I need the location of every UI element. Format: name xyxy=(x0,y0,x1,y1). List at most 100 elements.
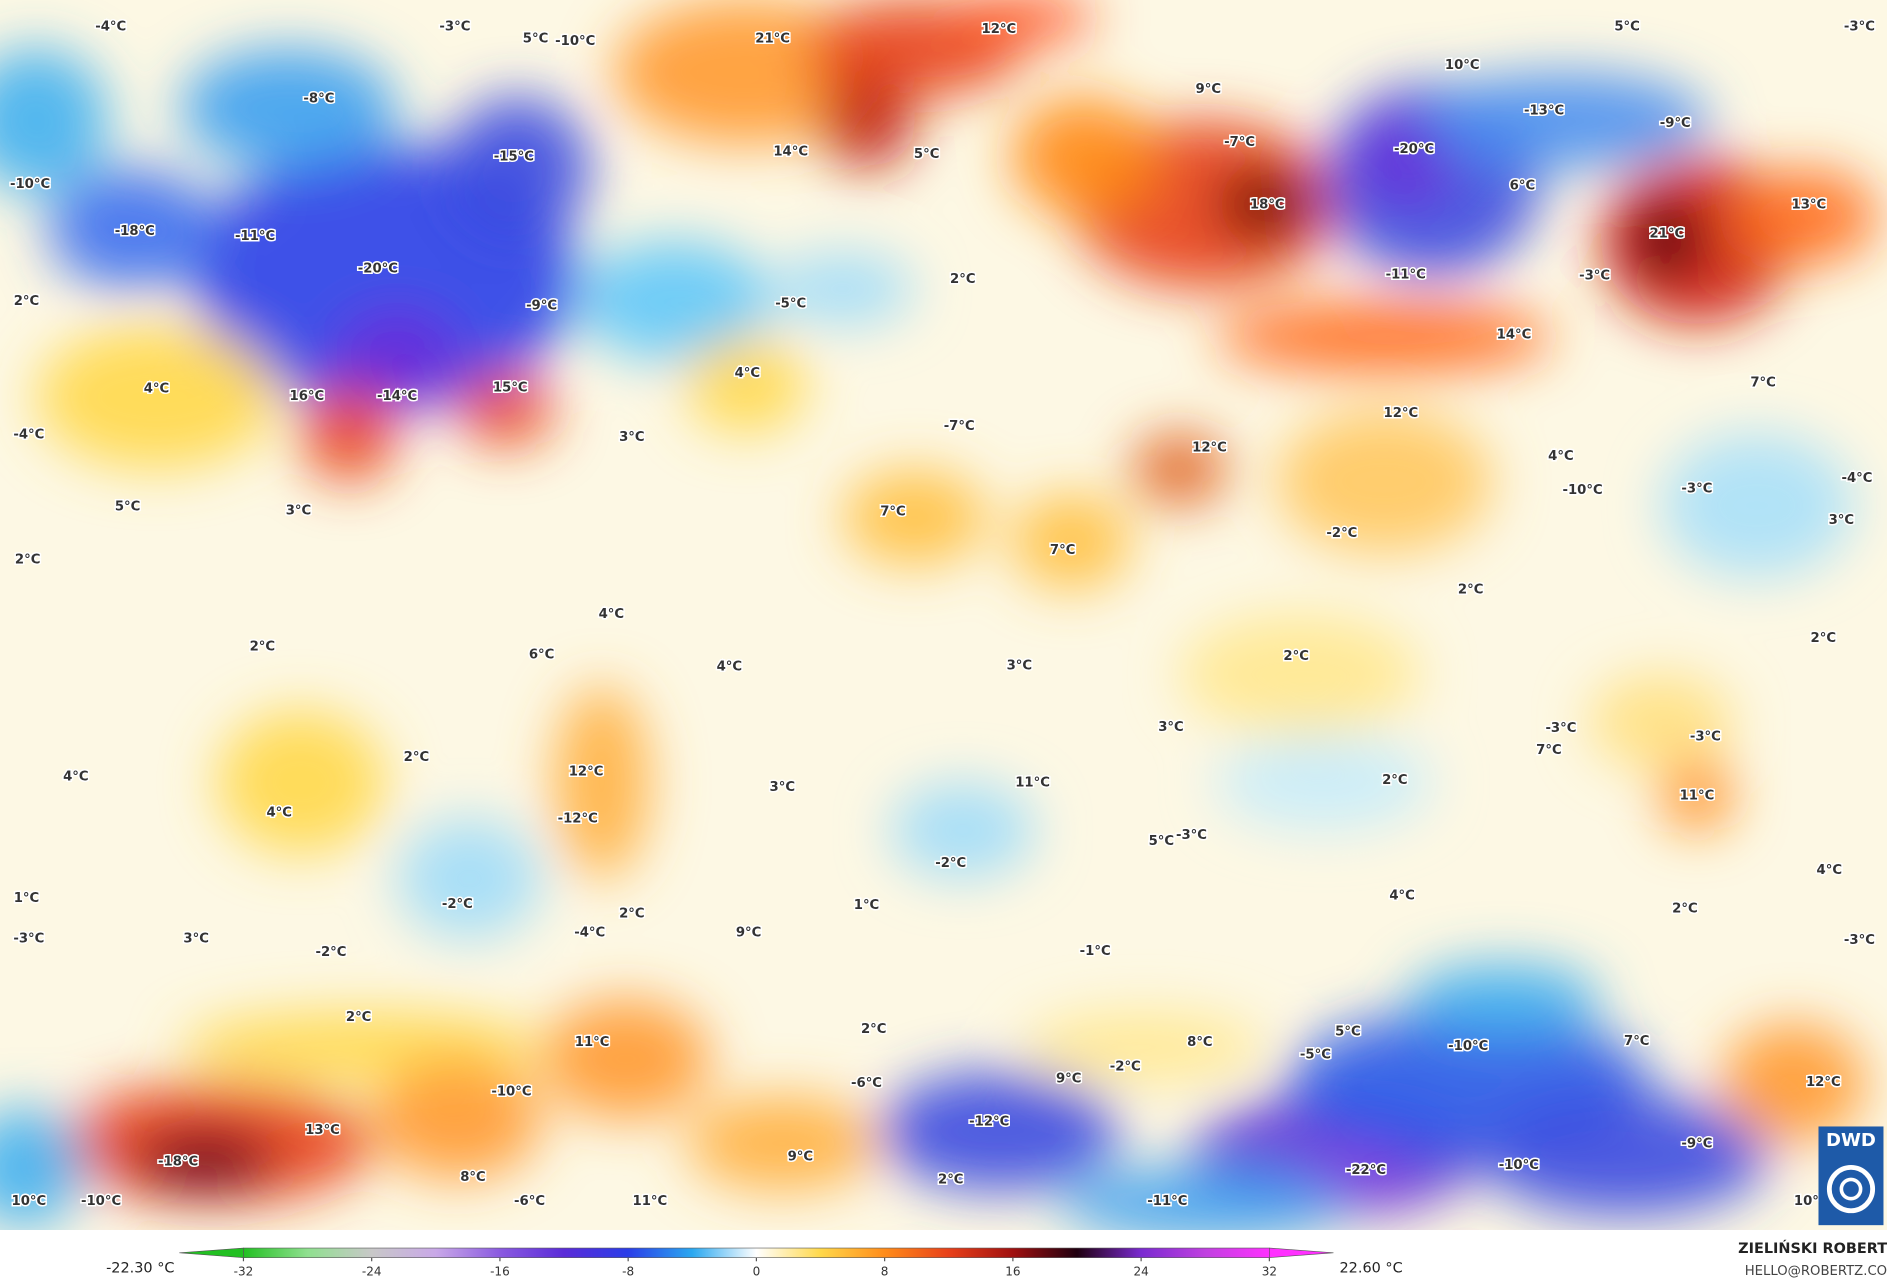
temperature-label: -11°C xyxy=(1147,1194,1187,1209)
temperature-label: 12°C xyxy=(1806,1075,1841,1090)
colorbar-tick-label: 8 xyxy=(881,1265,889,1279)
temperature-label: 9°C xyxy=(736,926,762,941)
temperature-label: -4°C xyxy=(95,19,126,34)
temperature-field xyxy=(842,469,987,566)
temperature-label: 7°C xyxy=(1536,743,1562,758)
temperature-label: 5°C xyxy=(523,32,549,47)
temperature-field xyxy=(373,1059,542,1180)
dwd-logo: DWD xyxy=(1818,1126,1884,1226)
temperature-label: -11°C xyxy=(235,229,275,244)
colorbar-tick-label: -8 xyxy=(622,1265,634,1279)
colorbar-end xyxy=(1269,1247,1334,1258)
temperature-field xyxy=(685,1095,879,1192)
temperature-label: -2°C xyxy=(1326,526,1357,541)
temperature-label: 3°C xyxy=(1158,720,1184,735)
temperature-field xyxy=(685,336,807,434)
temperature-label: 10°C xyxy=(1445,58,1480,73)
temperature-field xyxy=(1660,758,1734,831)
temperature-field xyxy=(1131,433,1228,506)
temperature-label: 4°C xyxy=(1817,863,1843,878)
temperature-label: 2°C xyxy=(1283,649,1309,664)
temperature-label: 5°C xyxy=(1335,1024,1361,1039)
temperature-field xyxy=(878,1071,1120,1192)
temperature-field xyxy=(1022,1010,1264,1084)
temperature-field xyxy=(1215,168,1312,241)
temperature-label: 11°C xyxy=(633,1194,668,1209)
temperature-field xyxy=(1660,433,1854,578)
temperature-label: -6°C xyxy=(851,1076,882,1091)
temperature-field xyxy=(36,324,277,470)
temperature-label: 14°C xyxy=(773,145,808,160)
temperature-field xyxy=(770,252,915,325)
temperature-label: 15°C xyxy=(493,381,528,396)
colorbar-tick-label: 0 xyxy=(753,1265,761,1279)
temperature-field xyxy=(553,685,650,879)
temperature-label: 4°C xyxy=(717,660,743,675)
temperature-field xyxy=(1480,1095,1770,1216)
temperature-label: -10°C xyxy=(1448,1039,1488,1054)
colorbar-tick-label: -24 xyxy=(362,1265,382,1279)
temperature-label: -3°C xyxy=(1844,19,1875,34)
temperature-field xyxy=(48,168,217,289)
temperature-label: 12°C xyxy=(1384,406,1419,421)
temperature-label: -3°C xyxy=(1844,933,1875,948)
temperature-label: 12°C xyxy=(982,22,1017,37)
temperature-label: -4°C xyxy=(13,427,44,442)
temperature-label: -12°C xyxy=(558,811,598,826)
temperature-label: 4°C xyxy=(144,382,170,397)
temperature-label: -20°C xyxy=(358,261,398,276)
temperature-label: -3°C xyxy=(439,19,470,34)
temperature-label: -3°C xyxy=(1681,482,1712,497)
temperature-field xyxy=(1420,72,1709,169)
temperature-label: 7°C xyxy=(880,504,906,519)
temperature-label: -18°C xyxy=(115,224,155,239)
temperature-label: 9°C xyxy=(1056,1071,1082,1086)
temperature-label: 2°C xyxy=(619,906,645,921)
temperature-label: -20°C xyxy=(1394,142,1434,157)
temperature-label: -5°C xyxy=(1300,1047,1331,1062)
temperature-label: -7°C xyxy=(1224,135,1255,150)
temperature-field xyxy=(1010,493,1132,590)
temperature-label: -9°C xyxy=(526,299,557,314)
colorbar-body xyxy=(243,1247,1270,1258)
temperature-field xyxy=(457,373,554,446)
temperature-label: -2°C xyxy=(935,856,966,871)
temperature-label: 9°C xyxy=(1196,82,1222,97)
temperature-label: 2°C xyxy=(250,639,276,654)
temperature-label: 13°C xyxy=(305,1123,340,1138)
colorbar-tick-label: -16 xyxy=(490,1265,510,1279)
temperature-label: -3°C xyxy=(13,932,44,947)
temperature-label: 13°C xyxy=(1792,198,1827,213)
temperature-label: -4°C xyxy=(574,926,605,941)
temperature-label: 5°C xyxy=(115,500,141,515)
author: ZIELIŃSKI ROBERT xyxy=(1738,1239,1887,1257)
temperature-label: 2°C xyxy=(938,1172,964,1187)
temperature-field xyxy=(1630,204,1703,277)
temperature-label: -9°C xyxy=(1660,116,1691,131)
temperature-field xyxy=(300,385,398,482)
temperature-label: -10°C xyxy=(1499,1158,1539,1173)
colorbar-end xyxy=(179,1247,244,1258)
temperature-label: 3°C xyxy=(619,430,645,445)
temperature-label: 7°C xyxy=(1624,1034,1650,1049)
temperature-label: -15°C xyxy=(494,149,534,164)
temperature-label: 4°C xyxy=(266,805,292,820)
temperature-field xyxy=(216,710,386,855)
temperature-label: 4°C xyxy=(63,769,89,784)
temperature-field xyxy=(397,818,542,939)
temperature-label: 2°C xyxy=(1672,902,1698,917)
temperature-label: 1°C xyxy=(854,898,880,913)
temperature-label: 16°C xyxy=(290,389,325,404)
temperature-label: 7°C xyxy=(1750,376,1776,391)
map: -4°C -3°C5°C -10°C 21°C12°C 5°C -3°C-8°C-15°C… xyxy=(0,0,1887,1230)
temperature-field xyxy=(336,312,458,410)
temperature-label: 2°C xyxy=(950,272,976,287)
temperature-field xyxy=(1588,673,1734,771)
min-label: -22.30 °C xyxy=(106,1260,174,1276)
temperature-label: -22°C xyxy=(1346,1163,1386,1178)
colorbar-tick-label: 16 xyxy=(1005,1265,1020,1279)
temperature-label: 4°C xyxy=(735,366,761,381)
temperature-label: 21°C xyxy=(1649,226,1684,241)
temperature-field xyxy=(577,240,771,362)
temperature-label: -10°C xyxy=(10,177,50,192)
